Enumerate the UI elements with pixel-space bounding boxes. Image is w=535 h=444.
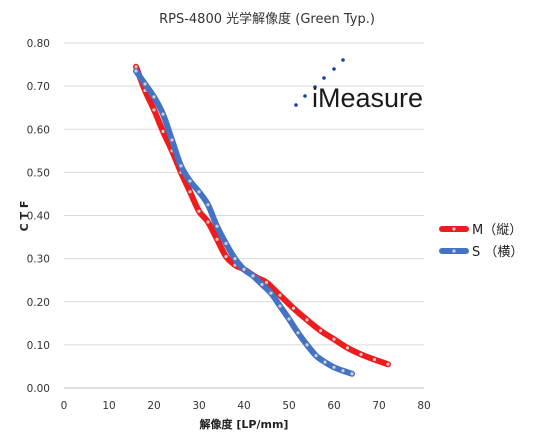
data-point-s <box>260 282 264 287</box>
x-tick-label: 70 <box>372 400 385 412</box>
logo-dot <box>294 103 298 107</box>
data-point-s <box>152 95 156 99</box>
data-point-m <box>345 346 350 350</box>
data-point-s <box>170 138 174 142</box>
logo-dot <box>322 76 326 80</box>
data-point-m <box>318 329 323 333</box>
y-tick-label: 0.60 <box>27 124 50 136</box>
y-tick-label: 0.40 <box>27 211 50 223</box>
data-point-s <box>350 372 354 376</box>
logo-dot <box>313 85 317 89</box>
data-point-m <box>197 209 201 213</box>
legend: M（縦） S （横） <box>439 223 523 260</box>
x-tick-labels: 0 10 20 30 40 50 60 70 80 <box>61 400 431 412</box>
legend-label-m: M（縦） <box>472 223 522 238</box>
logo-dot <box>341 58 345 62</box>
data-point-s <box>197 190 201 194</box>
data-point-s <box>341 369 345 373</box>
data-point-s <box>161 112 165 116</box>
logo-dot <box>303 94 307 98</box>
x-tick-label: 20 <box>147 400 160 412</box>
logo-text: iMeasure <box>312 83 423 113</box>
y-tick-label: 0.30 <box>27 254 50 266</box>
x-tick-label: 10 <box>102 400 115 412</box>
x-axis-title: 解像度 [LP/mm] <box>200 417 289 431</box>
y-tick-label: 0.80 <box>27 38 50 50</box>
y-tick-label: 0.10 <box>27 340 50 352</box>
x-tick-label: 0 <box>61 400 68 412</box>
data-point-m <box>372 357 377 362</box>
data-point-s <box>296 331 300 335</box>
y-tick-labels: 0.00 0.10 0.20 0.30 0.40 0.50 0.60 0.70 0.80 <box>27 38 50 395</box>
data-point-m <box>215 237 219 241</box>
x-tick-label: 40 <box>237 400 250 412</box>
data-point-s <box>188 179 192 183</box>
x-tick-label: 30 <box>192 400 205 412</box>
y-tick-label: 0.70 <box>27 81 50 93</box>
data-point-m <box>332 337 336 341</box>
chart-title: RPS-4800 光学解像度 (Green Typ.) <box>159 11 375 27</box>
gridlines <box>64 42 424 389</box>
data-point-s <box>332 365 336 369</box>
data-point-s <box>269 291 273 295</box>
series-lines <box>133 63 391 377</box>
x-tick-label: 50 <box>282 400 295 412</box>
data-point-s <box>314 354 318 358</box>
legend-marker-s <box>452 249 456 253</box>
y-tick-label: 0.00 <box>27 383 50 395</box>
data-point-m <box>305 318 309 322</box>
data-point-m <box>206 220 210 224</box>
data-point-s <box>224 241 228 246</box>
logo-dot <box>332 67 336 71</box>
data-point-s <box>233 257 237 261</box>
data-point-s <box>143 82 147 86</box>
data-point-s <box>215 224 219 228</box>
x-tick-label: 80 <box>417 400 430 412</box>
y-tick-label: 0.50 <box>27 167 50 179</box>
data-point-m <box>134 65 138 69</box>
data-point-m <box>264 280 269 284</box>
data-point-s <box>206 203 210 207</box>
data-point-s <box>287 317 291 321</box>
data-point-m <box>188 190 192 194</box>
legend-label-s: S （横） <box>472 245 523 260</box>
data-point-m <box>291 306 296 310</box>
data-point-s <box>242 267 246 272</box>
data-point-s <box>179 164 183 168</box>
data-point-s <box>323 360 327 364</box>
data-point-m <box>224 254 228 259</box>
data-point-m <box>386 362 390 366</box>
data-point-s <box>278 304 282 308</box>
x-tick-label: 60 <box>327 400 340 412</box>
data-point-m <box>152 108 156 112</box>
y-tick-label: 0.20 <box>27 297 50 309</box>
data-point-s <box>251 274 255 278</box>
y-axis-title: C T F <box>18 201 31 232</box>
data-point-m <box>161 129 165 134</box>
legend-marker-m <box>452 227 456 231</box>
data-point-s <box>305 343 309 347</box>
imeasure-logo: iMeasure <box>294 58 423 113</box>
data-point-s <box>134 69 138 73</box>
data-point-m <box>359 352 363 356</box>
data-point-m <box>278 293 282 297</box>
